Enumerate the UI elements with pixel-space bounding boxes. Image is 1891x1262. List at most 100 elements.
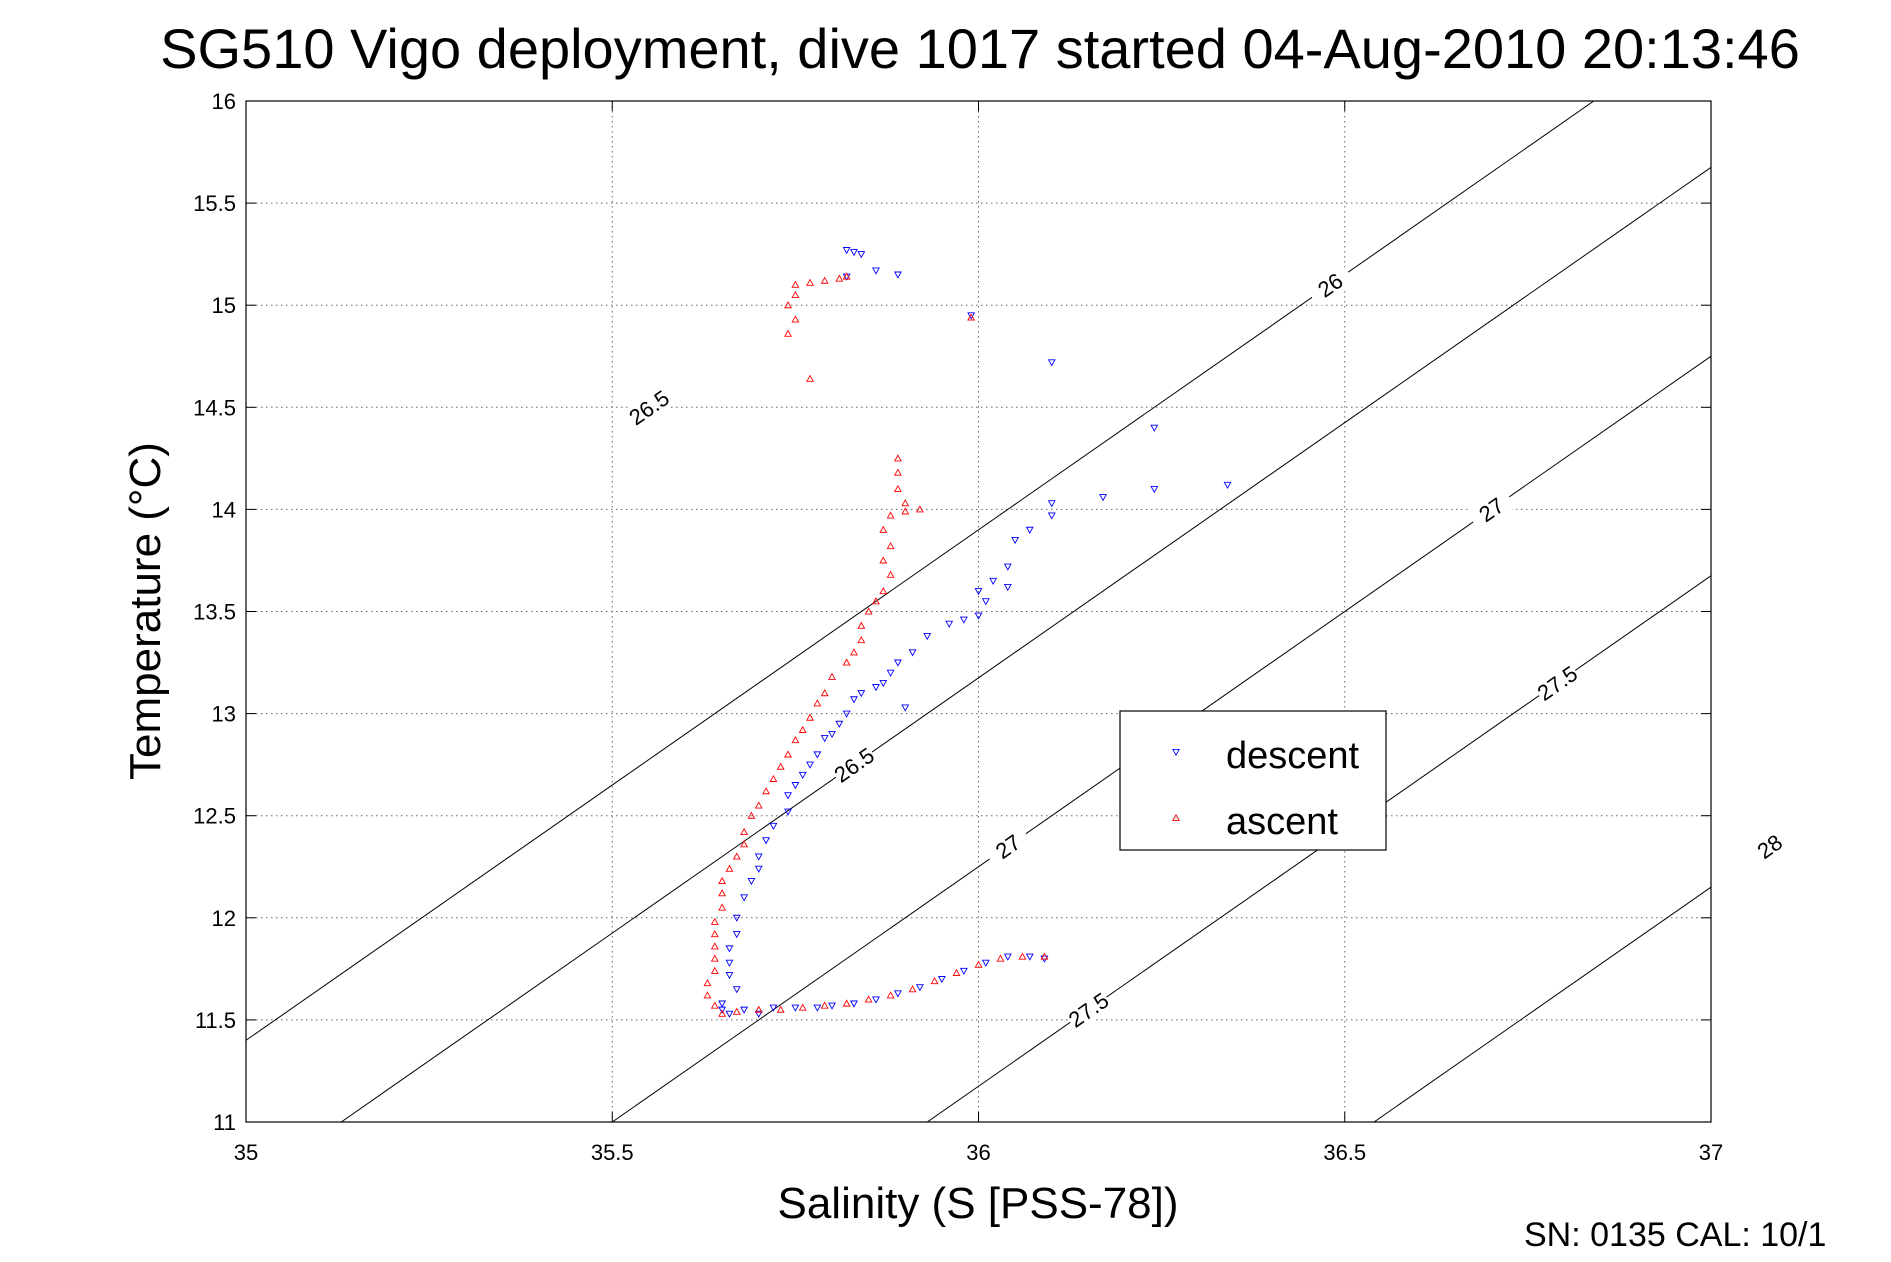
descent-point	[959, 967, 968, 976]
contour-label: 27.5	[1533, 661, 1582, 706]
descent-point	[959, 616, 968, 624]
descent-point	[725, 945, 734, 953]
ascent-point	[864, 995, 873, 1003]
ascent-point	[806, 374, 814, 382]
ascent-point	[718, 889, 727, 897]
ascent-point	[915, 505, 924, 513]
descent-point	[1025, 953, 1034, 961]
y-tick-label: 11.5	[195, 1008, 236, 1033]
descent-point	[1150, 424, 1159, 432]
ascent-point	[930, 976, 939, 985]
legend: descent ascent	[1119, 710, 1387, 851]
descent-point	[945, 620, 954, 628]
contour-label: 26.5	[624, 385, 673, 430]
descent-point	[1025, 526, 1034, 534]
axis-ticks: 35 35.5 36 36.5 37 11 11.5 12 12.5 13 13.5 14 14.5 15…	[193, 89, 1723, 1165]
ascent-point	[857, 635, 866, 644]
isopycnal-line	[246, 101, 1595, 1041]
descent-point	[740, 894, 749, 902]
descent-point	[967, 312, 976, 320]
ascent-point	[828, 672, 836, 680]
ascent-point	[857, 621, 866, 629]
descent-point	[828, 731, 836, 739]
descent-point	[1011, 537, 1020, 545]
ascent-point	[710, 1001, 719, 1009]
ascent-point	[886, 991, 895, 999]
ascent-point	[893, 454, 902, 462]
contour-label-bg	[1063, 987, 1114, 1033]
ascent-point	[886, 542, 895, 550]
ascent-point	[710, 954, 719, 962]
descent-point	[769, 822, 778, 831]
ascent-point	[747, 811, 756, 819]
descent-point	[842, 710, 851, 718]
ascent-point	[703, 991, 712, 999]
ascent-point	[784, 329, 793, 337]
ascent-point	[820, 689, 829, 697]
ascent-point	[813, 699, 822, 707]
ascent-point	[901, 507, 910, 515]
ascent-point	[791, 315, 800, 323]
contour-label: 27.5	[1064, 988, 1113, 1033]
descent-point	[784, 808, 793, 816]
contour-label-bg	[982, 823, 1033, 869]
descent-point	[901, 704, 910, 712]
ascent-point	[908, 985, 917, 993]
descent-point	[850, 696, 858, 704]
y-tick-label: 12	[212, 906, 236, 931]
descent-point	[1099, 494, 1107, 502]
descent-point	[754, 865, 763, 873]
serial-calibration-text: SN: 0135 CAL: 10/1	[1524, 1216, 1826, 1254]
ascent-point	[842, 658, 851, 666]
contour-label-bg	[829, 742, 879, 788]
ascent-point	[974, 960, 983, 968]
descent-point	[813, 1004, 822, 1012]
descent-point	[871, 996, 880, 1004]
y-tick-label: 16	[212, 89, 236, 114]
descent-point	[1047, 359, 1056, 367]
descent-point	[762, 837, 771, 845]
isopycnal-line	[340, 166, 1711, 1122]
descent-point	[915, 984, 924, 992]
descent-point	[754, 1010, 763, 1018]
ascent-point	[703, 979, 712, 987]
descent-point	[850, 1000, 858, 1008]
ascent-point	[864, 607, 873, 615]
descent-point	[725, 971, 734, 980]
grid-lines	[246, 101, 1711, 1122]
ascent-point	[879, 586, 888, 595]
ascent-point	[886, 570, 895, 578]
y-tick-label: 11	[213, 1110, 236, 1135]
ascent-point	[967, 313, 976, 321]
ascent-point	[1040, 952, 1049, 960]
ascent-point	[901, 499, 910, 507]
ascent-point	[806, 278, 814, 286]
y-tick-label: 15.5	[193, 191, 236, 216]
contour-label-bg	[1744, 823, 1795, 869]
contour-label-bg	[1532, 660, 1583, 706]
descent-point	[893, 271, 902, 279]
ascent-point	[952, 968, 961, 976]
descent-point	[886, 669, 895, 677]
legend-marker-descent	[1172, 748, 1180, 757]
y-axis-label: Temperature (°C)	[121, 442, 170, 780]
descent-point	[974, 612, 983, 620]
descent-point	[718, 1006, 727, 1014]
ascent-point	[740, 827, 749, 836]
ascent-point	[850, 648, 858, 656]
descent-point	[871, 267, 880, 275]
ascent-point	[798, 1003, 807, 1011]
ascent-point	[754, 1005, 763, 1013]
ascent-point	[820, 276, 829, 284]
descent-point	[1047, 512, 1056, 520]
contour-lines	[246, 101, 1711, 1122]
descent-point	[937, 976, 946, 984]
contour-label-bg	[623, 384, 674, 430]
y-tick-label: 14.5	[193, 395, 236, 420]
ascent-series	[703, 272, 1049, 1017]
descent-point	[725, 959, 734, 967]
descent-point	[813, 751, 822, 759]
descent-point	[732, 914, 741, 922]
ascent-point	[754, 801, 763, 809]
descent-series	[718, 247, 1232, 1018]
